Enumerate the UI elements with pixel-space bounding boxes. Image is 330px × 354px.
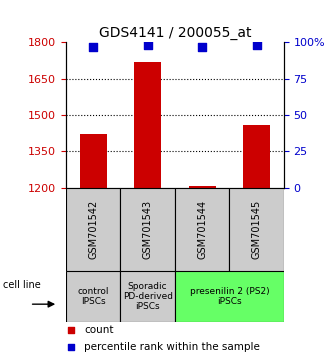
Point [145,42,150,48]
Text: GSM701542: GSM701542 [88,200,98,259]
Bar [243,125,270,188]
Point [90,44,96,50]
Text: GSM701543: GSM701543 [143,200,153,259]
Bar [66,271,120,322]
Text: Sporadic
PD-derived
iPSCs: Sporadic PD-derived iPSCs [123,281,173,312]
Bar [80,135,107,188]
Text: control
IPSCs: control IPSCs [78,287,109,306]
Text: GSM701544: GSM701544 [197,200,207,259]
Bar [120,188,175,271]
Text: count: count [84,325,114,335]
Point [69,344,74,350]
Text: percentile rank within the sample: percentile rank within the sample [84,342,260,352]
Bar [134,62,161,188]
Point [69,327,74,333]
Point [254,42,259,48]
Bar [229,188,284,271]
Bar [120,271,175,322]
Point [199,44,205,50]
Text: presenilin 2 (PS2)
iPSCs: presenilin 2 (PS2) iPSCs [189,287,269,306]
Bar [66,188,120,271]
Bar [175,271,284,322]
Bar [188,187,216,188]
Text: GSM701545: GSM701545 [251,200,262,259]
Bar [175,188,229,271]
Title: GDS4141 / 200055_at: GDS4141 / 200055_at [99,26,251,40]
Text: cell line: cell line [3,280,41,290]
